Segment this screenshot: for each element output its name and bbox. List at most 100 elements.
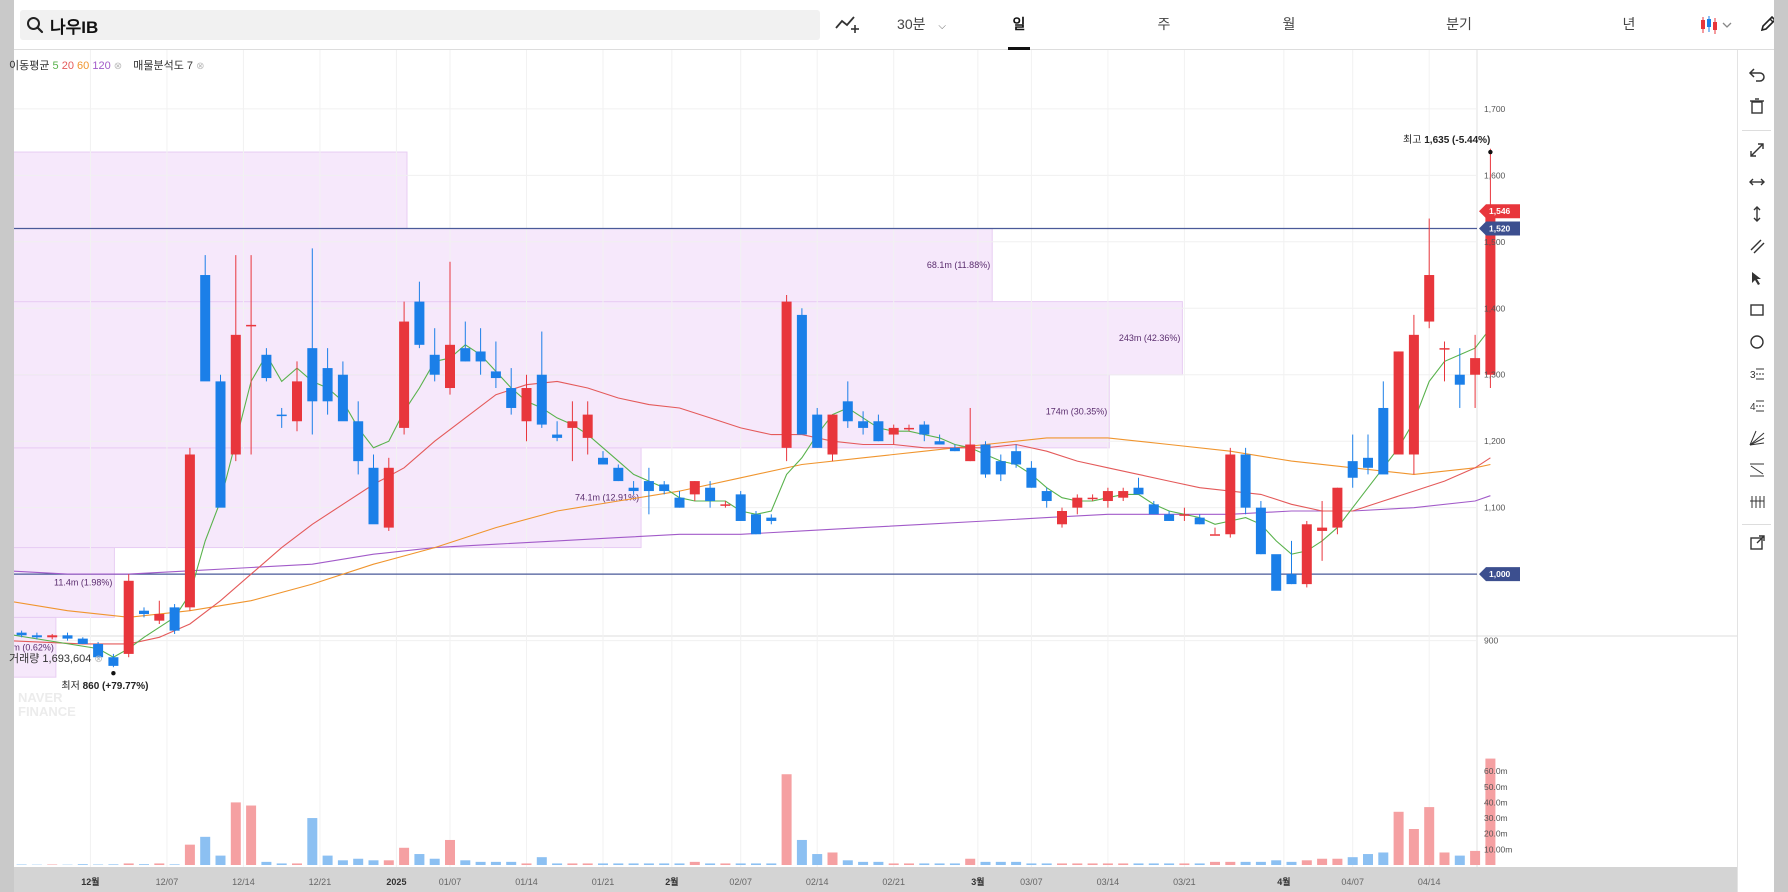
candle-body: [1470, 358, 1481, 375]
time-axis-label: 12/21: [309, 877, 332, 887]
fibonacci-extension-icon[interactable]: 4: [1745, 394, 1769, 418]
candle-body: [888, 427, 899, 435]
volume-bar: [888, 863, 899, 865]
toolbar-divider: [1742, 524, 1771, 525]
volume-bar: [215, 855, 226, 865]
volume-profile-bar: [11, 151, 408, 229]
parallel-lines-icon[interactable]: [1745, 234, 1769, 258]
volume-profile-label: 174m (30.35%): [1046, 406, 1108, 416]
candle-body: [949, 447, 960, 452]
close-icon[interactable]: ⊗: [113, 61, 123, 72]
candle-body: [659, 484, 670, 492]
candle-body: [246, 324, 257, 327]
volume-bar: [965, 858, 976, 865]
candle-body: [460, 348, 471, 362]
tab-30min[interactable]: 30분 ⌵: [889, 14, 954, 50]
candle-body: [230, 334, 241, 455]
circle-icon[interactable]: [1745, 330, 1769, 354]
volume-axis-label: 40.0m: [1484, 797, 1508, 807]
volume-bar: [1317, 858, 1328, 865]
vertical-resize-icon[interactable]: [1745, 202, 1769, 226]
indicator-icon[interactable]: [834, 13, 860, 40]
candle-body: [980, 444, 991, 475]
ma20-legend: 20: [61, 60, 74, 72]
volume-bar: [1454, 855, 1465, 865]
candle-body: [521, 388, 532, 422]
price-tag-label: 1,520: [1489, 223, 1511, 233]
rectangle-icon[interactable]: [1745, 298, 1769, 322]
candle-body: [904, 427, 914, 430]
low-marker: [111, 670, 116, 676]
tab-month-label: 월: [1282, 16, 1296, 32]
share-icon[interactable]: [1745, 530, 1769, 554]
volume-profile-label: 243m (42.36%): [1119, 333, 1181, 343]
grid-lines-icon[interactable]: [1745, 490, 1769, 514]
tab-month[interactable]: 월: [1269, 14, 1309, 50]
time-axis-label: 3월: [971, 876, 984, 887]
price-tag-label: 1,000: [1489, 569, 1511, 579]
time-axis-label: 2025: [386, 877, 406, 887]
candle-body: [582, 414, 593, 438]
stock-name: 나우IB: [50, 17, 99, 37]
candle-body: [1194, 517, 1205, 525]
trash-icon[interactable]: [1745, 94, 1769, 118]
chart-type-icon[interactable]: [1699, 14, 1733, 41]
volume-profile-bar: [11, 227, 993, 303]
time-axis-label: 01/07: [439, 877, 462, 887]
volume-bar: [1225, 861, 1236, 865]
volume-bar: [842, 860, 853, 865]
tab-year[interactable]: 년: [1609, 14, 1649, 50]
undo-icon[interactable]: [1745, 62, 1769, 86]
fibonacci-icon[interactable]: 3: [1745, 362, 1769, 386]
volume-bar: [567, 863, 578, 865]
cursor-icon[interactable]: [1745, 266, 1769, 290]
tab-quarter[interactable]: 분기: [1434, 14, 1484, 50]
fan-lines-icon[interactable]: [1745, 426, 1769, 450]
price-tag: [1479, 567, 1520, 582]
volume-bar: [154, 863, 165, 865]
toolbar-divider: [1742, 130, 1771, 131]
volume-bar: [1133, 863, 1144, 865]
candle-body: [322, 368, 333, 402]
volume-bar: [353, 858, 364, 865]
tab-day[interactable]: 일: [999, 14, 1039, 50]
candle-body: [490, 371, 501, 379]
close-icon[interactable]: ⊗: [94, 654, 103, 665]
stock-search[interactable]: 나우IB: [20, 10, 820, 40]
candle-body: [1363, 457, 1373, 468]
candle-body: [720, 504, 731, 506]
candle-body: [1087, 497, 1098, 500]
candle-body: [781, 301, 792, 448]
high-marker: [1488, 149, 1493, 155]
volume-bar: [276, 863, 287, 865]
search-icon[interactable]: [20, 10, 50, 40]
volume-bar: [904, 863, 914, 865]
volume-bar: [1011, 861, 1022, 865]
volume-bar: [123, 863, 134, 865]
tab-week[interactable]: 주: [1144, 14, 1184, 50]
horizontal-resize-icon[interactable]: [1745, 170, 1769, 194]
volume-profile-bar: [11, 447, 642, 549]
volume-bar: [995, 861, 1006, 865]
channel-icon[interactable]: [1745, 458, 1769, 482]
time-axis-label: 01/14: [515, 877, 538, 887]
chart-area[interactable]: 2.95m (0.62%) 11.4m (1.98%) 74.1m (12.91%)…: [0, 50, 1737, 892]
candle-body: [766, 517, 777, 521]
volume-bar: [337, 860, 348, 865]
volume-bar: [705, 863, 716, 865]
volume-bar: [613, 863, 624, 865]
price-chart[interactable]: 2.95m (0.62%) 11.4m (1.98%) 74.1m (12.91%)…: [0, 50, 1737, 892]
volume-legend[interactable]: 거래량 1,693,604 ⊗: [9, 650, 103, 666]
volume-axis-label: 30.0m: [1484, 813, 1508, 823]
time-axis-label: 04/14: [1418, 877, 1441, 887]
expand-icon[interactable]: [1745, 138, 1769, 162]
volume-bar: [77, 864, 88, 865]
volume-bar: [751, 863, 761, 865]
candle-body: [995, 461, 1006, 475]
pencil-icon[interactable]: [1758, 14, 1778, 39]
price-axis-label: 1,100: [1484, 503, 1506, 513]
ma-legend[interactable]: 이동평균 5 20 60 120 ⊗ 매물분석도 7 ⊗: [9, 57, 204, 73]
volume-bar: [383, 860, 394, 865]
close-icon[interactable]: ⊗: [196, 61, 205, 72]
volume-bar: [292, 863, 302, 865]
